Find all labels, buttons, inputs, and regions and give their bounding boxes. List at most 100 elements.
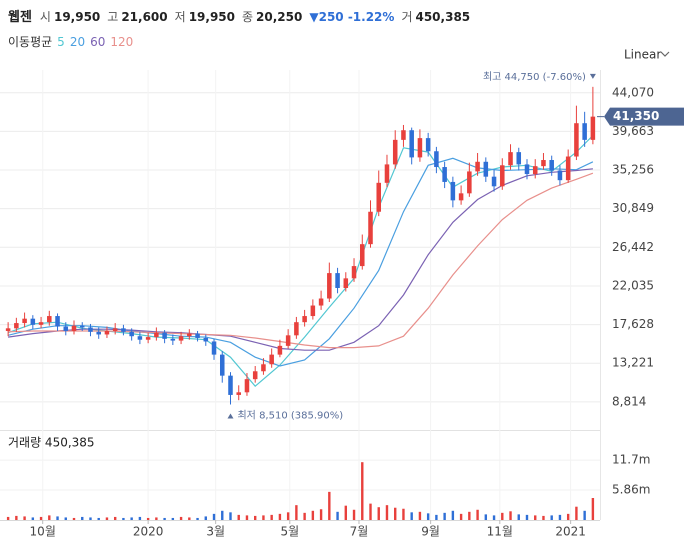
volume-bar: [229, 512, 232, 520]
legend-entry: 120: [110, 35, 134, 49]
candle-body: [14, 323, 19, 329]
volume-bar: [188, 517, 191, 520]
volume-bar: [328, 491, 331, 520]
volume-bar: [31, 517, 35, 520]
volume-bar: [385, 505, 389, 520]
volume-bar: [377, 507, 380, 520]
candle-body: [491, 176, 497, 187]
x-tick-label: 9월: [421, 525, 440, 539]
candle-body: [565, 156, 571, 181]
quote-row: 웹젠 시 19,950 고 21,600 저 19,950 종 20,250 ▼250 -1.2…: [8, 6, 477, 25]
volume-bar: [270, 514, 273, 520]
candle-body: [96, 331, 101, 335]
candle-body: [508, 152, 513, 166]
candle-body: [154, 332, 159, 338]
candle-body: [425, 138, 431, 152]
candle-body: [458, 193, 464, 201]
candle-body: [30, 318, 36, 325]
candle-body: [71, 325, 77, 331]
last-price-tag: [604, 107, 684, 126]
candle-body: [302, 316, 307, 323]
y-tick-label: 11.7m: [612, 453, 650, 467]
volume-bar: [254, 515, 257, 520]
y-tick-label: 22,035: [612, 278, 654, 292]
volume-bar: [509, 511, 512, 520]
candle-body: [343, 278, 349, 288]
candle-body: [22, 318, 27, 324]
volume-bar: [451, 510, 455, 520]
candle-body: [392, 139, 398, 165]
candle-body: [104, 330, 110, 335]
candle-body: [285, 335, 291, 346]
scale-mode[interactable]: Linear: [624, 48, 661, 62]
candle-body: [137, 336, 143, 340]
candle-body: [277, 345, 283, 355]
x-tick-label: 11월: [487, 525, 513, 539]
volume-bar: [15, 515, 18, 520]
volume-bar: [64, 517, 67, 520]
volume-bar: [81, 516, 84, 520]
quote-value: 450,385: [415, 10, 471, 24]
quote-label: 저: [174, 10, 186, 24]
candle-body: [195, 333, 200, 338]
volume-bar: [459, 513, 463, 520]
candle-body: [269, 354, 274, 365]
candle-body: [228, 375, 233, 395]
candle-body: [360, 244, 365, 267]
volume-bar: [286, 512, 290, 520]
volume-bar: [558, 514, 562, 520]
candle-body: [590, 116, 596, 140]
volume-bar: [575, 506, 578, 520]
volume-bar: [517, 514, 520, 520]
volume-bar: [39, 516, 43, 520]
high-annotation: 최고 44,750 (-7.60%): [483, 71, 586, 83]
candle-body: [335, 273, 340, 288]
volume-bar: [138, 516, 142, 520]
candle-body: [409, 130, 414, 158]
volume-bar: [311, 510, 315, 520]
y-tick-label: 17,628: [612, 317, 654, 331]
scale-dropdown-icon[interactable]: [660, 51, 670, 57]
candle-body: [47, 316, 52, 323]
candle-body: [557, 170, 563, 181]
ma-line: [7, 135, 594, 388]
low-annotation: 최저 8,510 (385.90%): [237, 409, 343, 421]
candle-body: [442, 167, 447, 182]
x-tick-label: 5월: [280, 525, 299, 539]
volume-bar: [542, 515, 545, 520]
volume-bar: [550, 515, 553, 520]
volume-bar: [130, 517, 133, 520]
volume-bar: [245, 515, 249, 520]
legend-entry: 20: [69, 35, 86, 49]
volume-bar: [534, 515, 537, 520]
candle-body: [574, 123, 579, 157]
candle-body: [55, 316, 60, 327]
candle-body: [434, 151, 439, 168]
candle-body: [327, 273, 332, 299]
y-tick-label: 30,849: [612, 201, 654, 215]
candle-body: [88, 327, 93, 332]
volume-bar: [204, 516, 207, 520]
candle-body: [450, 181, 456, 201]
volume-bar: [122, 517, 125, 520]
volume-bar: [410, 512, 413, 520]
volume-bar: [295, 505, 298, 520]
volume-bar: [492, 515, 496, 520]
candle-body: [38, 322, 44, 325]
x-tick-label: 2021: [555, 525, 586, 539]
candle-body: [376, 182, 382, 212]
quote-change: ▼250 -1.22%: [309, 10, 395, 24]
volume-bar: [352, 509, 356, 520]
volume-bar: [484, 514, 488, 520]
quote-label: 시: [39, 10, 51, 24]
y-tick-label: 5.86m: [612, 483, 650, 497]
candle-body: [368, 211, 373, 245]
candle-body: [178, 336, 184, 341]
volume-bar: [501, 512, 504, 520]
quote-label: 거: [401, 10, 413, 24]
volume-bar: [237, 514, 240, 520]
ma-label: 이동평균: [8, 35, 53, 49]
candle-body: [417, 138, 423, 158]
